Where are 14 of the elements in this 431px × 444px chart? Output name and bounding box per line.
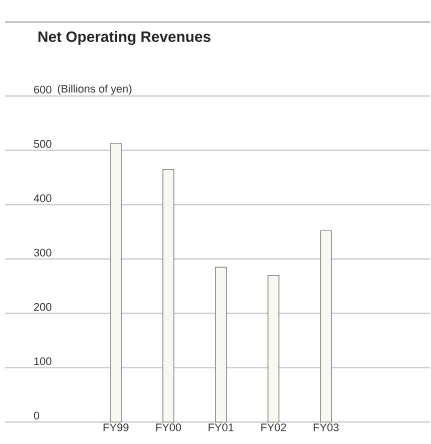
y-tick-label: 600 <box>34 86 52 94</box>
chart-title: Net Operating Revenues <box>38 30 211 45</box>
y-tick-label: 0 <box>34 412 40 420</box>
x-tick-label: FY03 <box>314 424 339 432</box>
y-axis-title: (Billions of yen) <box>58 84 132 95</box>
y-tick-label: 200 <box>34 303 52 311</box>
y-tick-label: 100 <box>34 357 52 366</box>
y-tick-label: 300 <box>34 248 52 256</box>
y-tick-label: 500 <box>34 140 52 148</box>
y-tick-label: 400 <box>34 194 52 202</box>
x-tick-label: FY01 <box>208 424 234 432</box>
x-tick-label: FY02 <box>261 424 286 432</box>
x-tick-label: FY99 <box>104 424 129 432</box>
x-tick-label: FY00 <box>156 424 182 432</box>
